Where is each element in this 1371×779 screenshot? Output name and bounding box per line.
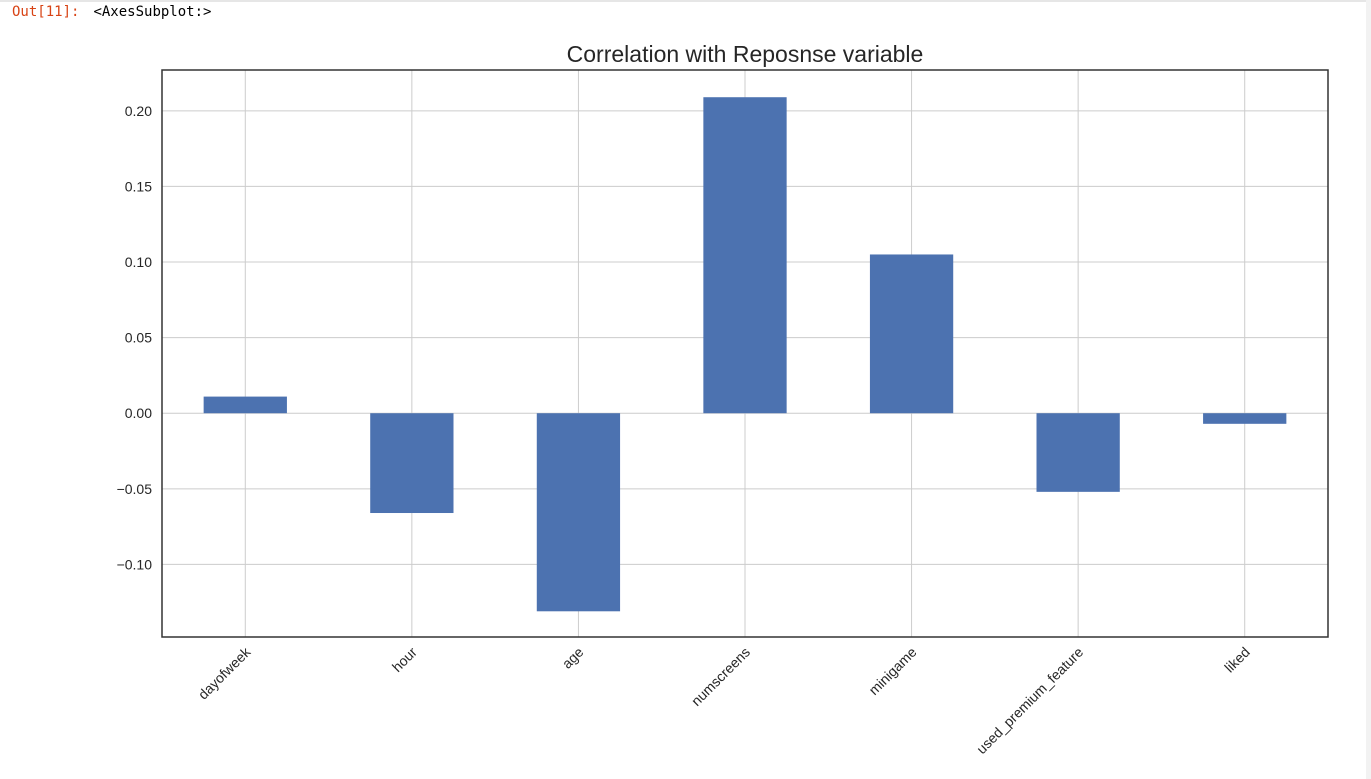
- y-tick-label: −0.10: [117, 556, 153, 572]
- output-prompt: Out[11]:: [12, 4, 80, 20]
- y-tick-label: −0.05: [117, 481, 153, 497]
- bar-dayofweek: [203, 396, 287, 414]
- x-tick-label: hour: [389, 644, 420, 675]
- y-tick-label: 0.05: [125, 330, 152, 346]
- y-tick-label: 0.00: [125, 405, 152, 421]
- output-repr: <AxesSubplot:>: [93, 4, 212, 20]
- bar-liked: [1203, 413, 1287, 424]
- axes-frame: [161, 69, 1329, 638]
- scrollbar-track[interactable]: [1366, 0, 1371, 779]
- bar-used-premium-feature: [1036, 413, 1120, 492]
- cell-divider: [0, 0, 1371, 2]
- output-prompt-row: Out[11]: <AxesSubplot:>: [12, 2, 211, 22]
- x-tick-label: used_premium_feature: [973, 644, 1086, 757]
- x-tick-label: numscreens: [688, 644, 753, 709]
- chart-title: Correlation with Reposnse variable: [567, 41, 924, 67]
- y-tick-label: 0.20: [125, 103, 152, 119]
- bars: [203, 97, 1287, 612]
- y-axis: −0.10 −0.05 0.00 0.05 0.10 0.15 0.20: [117, 103, 153, 573]
- x-tick-label: minigame: [865, 644, 919, 698]
- bar-numscreens: [703, 97, 787, 414]
- bar-minigame: [869, 254, 954, 414]
- x-tick-label: dayofweek: [195, 643, 254, 702]
- y-tick-label: 0.10: [125, 254, 152, 270]
- x-tick-label: age: [559, 644, 587, 672]
- bar-hour: [370, 413, 454, 514]
- x-axis: dayofweek hour age numscreens minigame used_p…: [195, 643, 1253, 757]
- bar-age: [536, 413, 621, 612]
- x-tick-label: liked: [1221, 644, 1253, 676]
- y-tick-label: 0.15: [125, 178, 152, 194]
